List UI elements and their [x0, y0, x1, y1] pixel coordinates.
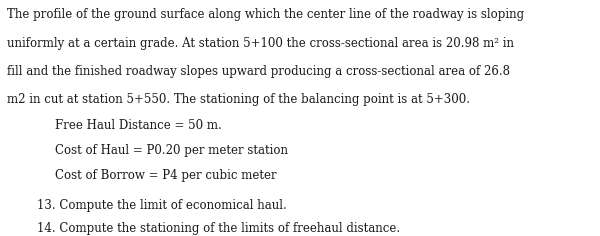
- Text: m2 in cut at station 5+550. The stationing of the balancing point is at 5+300.: m2 in cut at station 5+550. The stationi…: [7, 93, 470, 106]
- Text: fill and the finished roadway slopes upward producing a cross-sectional area of : fill and the finished roadway slopes upw…: [7, 65, 510, 78]
- Text: The profile of the ground surface along which the center line of the roadway is : The profile of the ground surface along …: [7, 8, 524, 21]
- Text: Cost of Haul = P0.20 per meter station: Cost of Haul = P0.20 per meter station: [55, 144, 288, 157]
- Text: Cost of Borrow = P4 per cubic meter: Cost of Borrow = P4 per cubic meter: [55, 169, 277, 182]
- Text: 14. Compute the stationing of the limits of freehaul distance.: 14. Compute the stationing of the limits…: [37, 222, 400, 235]
- Text: 13. Compute the limit of economical haul.: 13. Compute the limit of economical haul…: [37, 199, 287, 212]
- Text: uniformly at a certain grade. At station 5+100 the cross-sectional area is 20.98: uniformly at a certain grade. At station…: [7, 37, 514, 50]
- Text: Free Haul Distance = 50 m.: Free Haul Distance = 50 m.: [55, 119, 222, 132]
